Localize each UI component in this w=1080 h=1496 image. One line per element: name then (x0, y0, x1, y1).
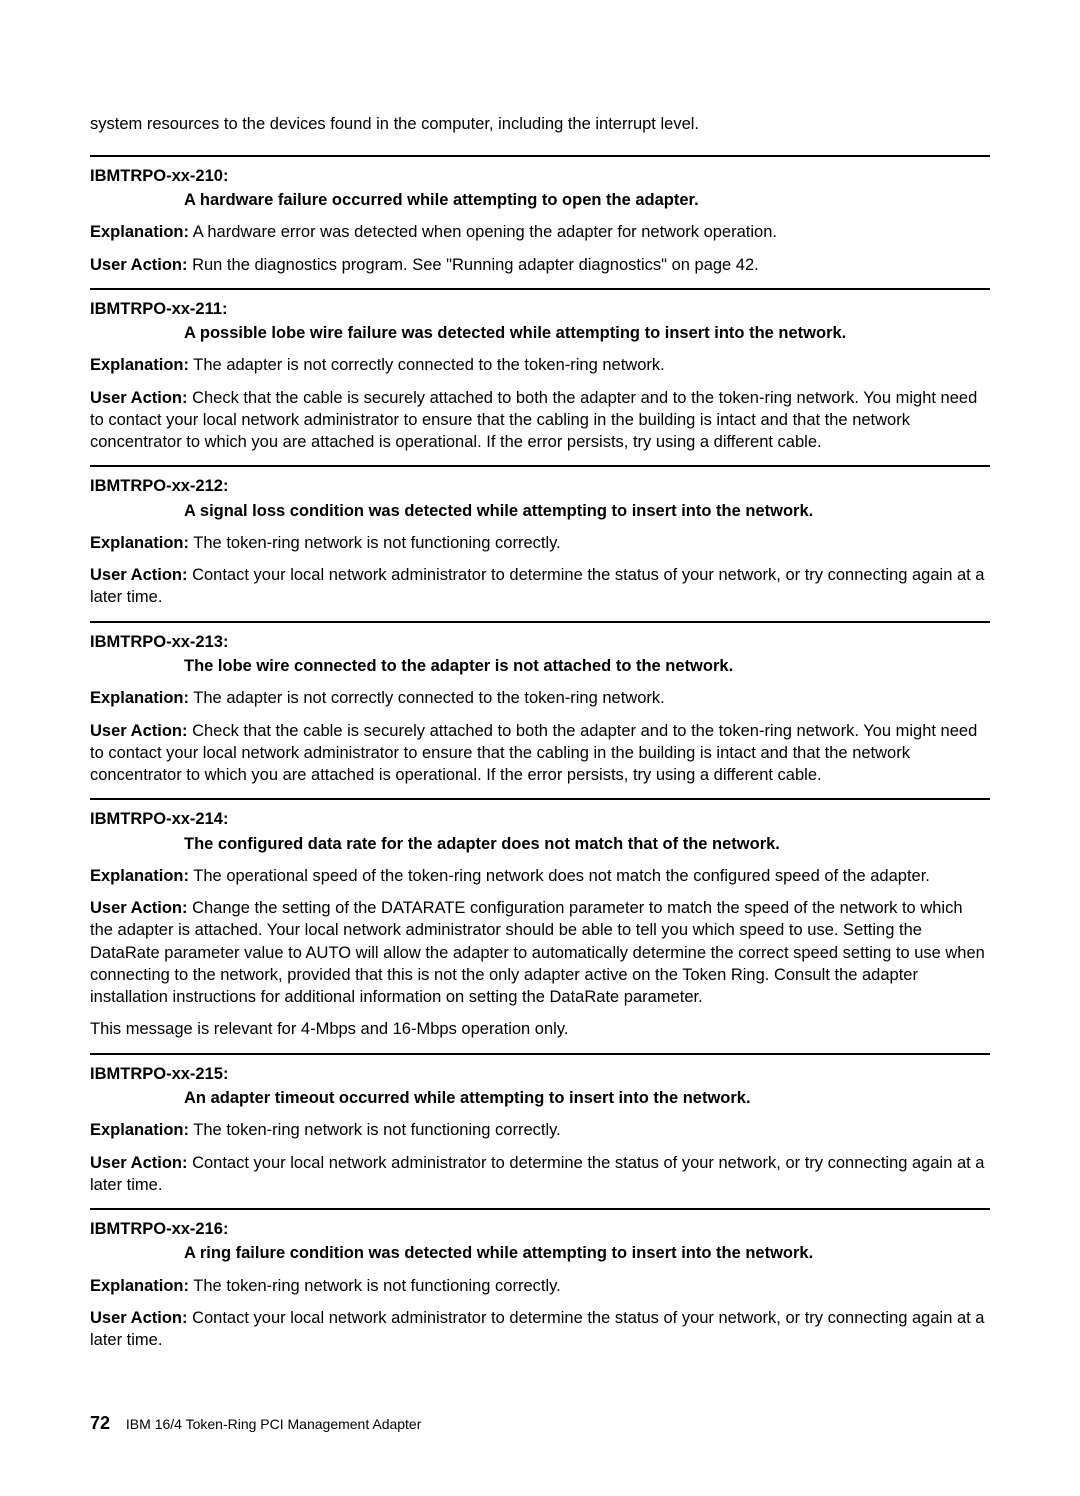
user-action-paragraph: User Action: Check that the cable is sec… (90, 387, 990, 454)
explanation-label: Explanation: (90, 867, 189, 885)
error-title: An adapter timeout occurred while attemp… (90, 1087, 990, 1109)
error-code-id: IBMTRPO-xx-212: (90, 475, 990, 497)
separator-rule (90, 1053, 990, 1055)
explanation-text: The adapter is not correctly connected t… (189, 689, 665, 707)
error-code-id: IBMTRPO-xx-211: (90, 298, 990, 320)
intro-text: system resources to the devices found in… (90, 113, 990, 135)
error-code-id: IBMTRPO-xx-215: (90, 1063, 990, 1085)
separator-rule (90, 465, 990, 467)
explanation-paragraph: Explanation: The token-ring network is n… (90, 532, 990, 554)
explanation-text: The token-ring network is not functionin… (189, 534, 561, 552)
user-action-paragraph: User Action: Contact your local network … (90, 1152, 990, 1197)
error-code-id: IBMTRPO-xx-214: (90, 808, 990, 830)
explanation-text: The token-ring network is not functionin… (189, 1121, 561, 1139)
error-title: A ring failure condition was detected wh… (90, 1242, 990, 1264)
user-action-text: Check that the cable is securely attache… (90, 722, 977, 785)
explanation-paragraph: Explanation: The operational speed of th… (90, 865, 990, 887)
user-action-label: User Action: (90, 722, 188, 740)
explanation-text: The token-ring network is not functionin… (189, 1277, 561, 1295)
error-code-id: IBMTRPO-xx-213: (90, 631, 990, 653)
error-title: A possible lobe wire failure was detecte… (90, 322, 990, 344)
user-action-label: User Action: (90, 389, 188, 407)
user-action-text: Contact your local network administrator… (90, 1154, 984, 1194)
explanation-label: Explanation: (90, 223, 189, 241)
user-action-paragraph: User Action: Run the diagnostics program… (90, 254, 990, 276)
separator-rule (90, 798, 990, 800)
error-title: A signal loss condition was detected whi… (90, 500, 990, 522)
user-action-paragraph: User Action: Contact your local network … (90, 1307, 990, 1352)
user-action-paragraph: User Action: Check that the cable is sec… (90, 720, 990, 787)
doc-title: IBM 16/4 Token-Ring PCI Management Adapt… (126, 1416, 421, 1432)
user-action-text: Contact your local network administrator… (90, 566, 984, 606)
user-action-paragraph: User Action: Change the setting of the D… (90, 897, 990, 1008)
explanation-label: Explanation: (90, 356, 189, 374)
separator-rule (90, 155, 990, 157)
entries-container: IBMTRPO-xx-210:A hardware failure occurr… (90, 155, 990, 1352)
error-title: The configured data rate for the adapter… (90, 833, 990, 855)
explanation-label: Explanation: (90, 534, 189, 552)
user-action-text: Check that the cable is securely attache… (90, 389, 977, 452)
error-code-id: IBMTRPO-xx-216: (90, 1218, 990, 1240)
separator-rule (90, 1208, 990, 1210)
explanation-label: Explanation: (90, 689, 189, 707)
explanation-paragraph: Explanation: The token-ring network is n… (90, 1119, 990, 1141)
explanation-paragraph: Explanation: The token-ring network is n… (90, 1275, 990, 1297)
user-action-label: User Action: (90, 899, 188, 917)
separator-rule (90, 621, 990, 623)
user-action-text: Contact your local network administrator… (90, 1309, 984, 1349)
user-action-paragraph: User Action: Contact your local network … (90, 564, 990, 609)
error-title: A hardware failure occurred while attemp… (90, 189, 990, 211)
separator-rule (90, 288, 990, 290)
error-title: The lobe wire connected to the adapter i… (90, 655, 990, 677)
explanation-paragraph: Explanation: The adapter is not correctl… (90, 687, 990, 709)
extra-note: This message is relevant for 4-Mbps and … (90, 1018, 990, 1040)
explanation-text: The adapter is not correctly connected t… (189, 356, 665, 374)
page-number: 72 (90, 1413, 110, 1433)
explanation-text: The operational speed of the token-ring … (189, 867, 930, 885)
user-action-label: User Action: (90, 566, 188, 584)
user-action-text: Run the diagnostics program. See "Runnin… (188, 256, 759, 274)
explanation-text: A hardware error was detected when openi… (189, 223, 777, 241)
explanation-label: Explanation: (90, 1121, 189, 1139)
document-page: system resources to the devices found in… (0, 0, 1080, 1496)
user-action-label: User Action: (90, 256, 188, 274)
user-action-label: User Action: (90, 1154, 188, 1172)
page-footer: 72 IBM 16/4 Token-Ring PCI Management Ad… (90, 1411, 990, 1435)
user-action-text: Change the setting of the DATARATE confi… (90, 899, 985, 1006)
explanation-paragraph: Explanation: A hardware error was detect… (90, 221, 990, 243)
error-code-id: IBMTRPO-xx-210: (90, 165, 990, 187)
user-action-label: User Action: (90, 1309, 188, 1327)
explanation-label: Explanation: (90, 1277, 189, 1295)
explanation-paragraph: Explanation: The adapter is not correctl… (90, 354, 990, 376)
